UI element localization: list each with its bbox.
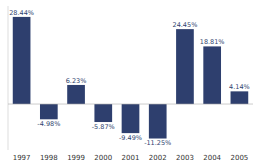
bar (13, 17, 31, 104)
x-tick-label: 2005 (230, 154, 248, 162)
data-label: 4.14% (229, 83, 250, 91)
data-label: 18.81% (200, 38, 225, 46)
data-label: -5.87% (92, 123, 115, 131)
bar (203, 46, 221, 104)
x-tick-label: 1999 (67, 154, 85, 162)
bar (67, 85, 85, 104)
x-tick-label: 2004 (203, 154, 221, 162)
data-label: -11.25% (144, 139, 171, 147)
chart: 28.44% -4.98% 6.23% -5.87% -9.49%-11.25% 24.4… (0, 0, 257, 164)
data-label: -4.98% (37, 120, 60, 128)
bar (231, 91, 249, 104)
x-tick-label: 2003 (176, 154, 194, 162)
x-tick-label: 2002 (149, 154, 167, 162)
bar (122, 104, 140, 133)
bar (40, 104, 58, 119)
x-tick-label: 2000 (94, 154, 112, 162)
x-tick-label: 1997 (13, 154, 31, 162)
bar (149, 104, 167, 138)
x-tick-label: 1998 (40, 154, 58, 162)
bar (94, 104, 112, 122)
data-label: 6.23% (66, 77, 87, 85)
data-label: 24.45% (173, 21, 198, 29)
x-tick-label: 2001 (122, 154, 140, 162)
data-label: -9.49% (119, 134, 142, 142)
bars (13, 17, 248, 139)
zero-line (8, 104, 253, 105)
y-axis-line (8, 6, 9, 150)
chart-container: 28.44% -4.98% 6.23% -5.87% -9.49%-11.25% 24.4… (0, 0, 257, 164)
data-label: 28.44% (9, 9, 34, 17)
bar (176, 29, 194, 104)
